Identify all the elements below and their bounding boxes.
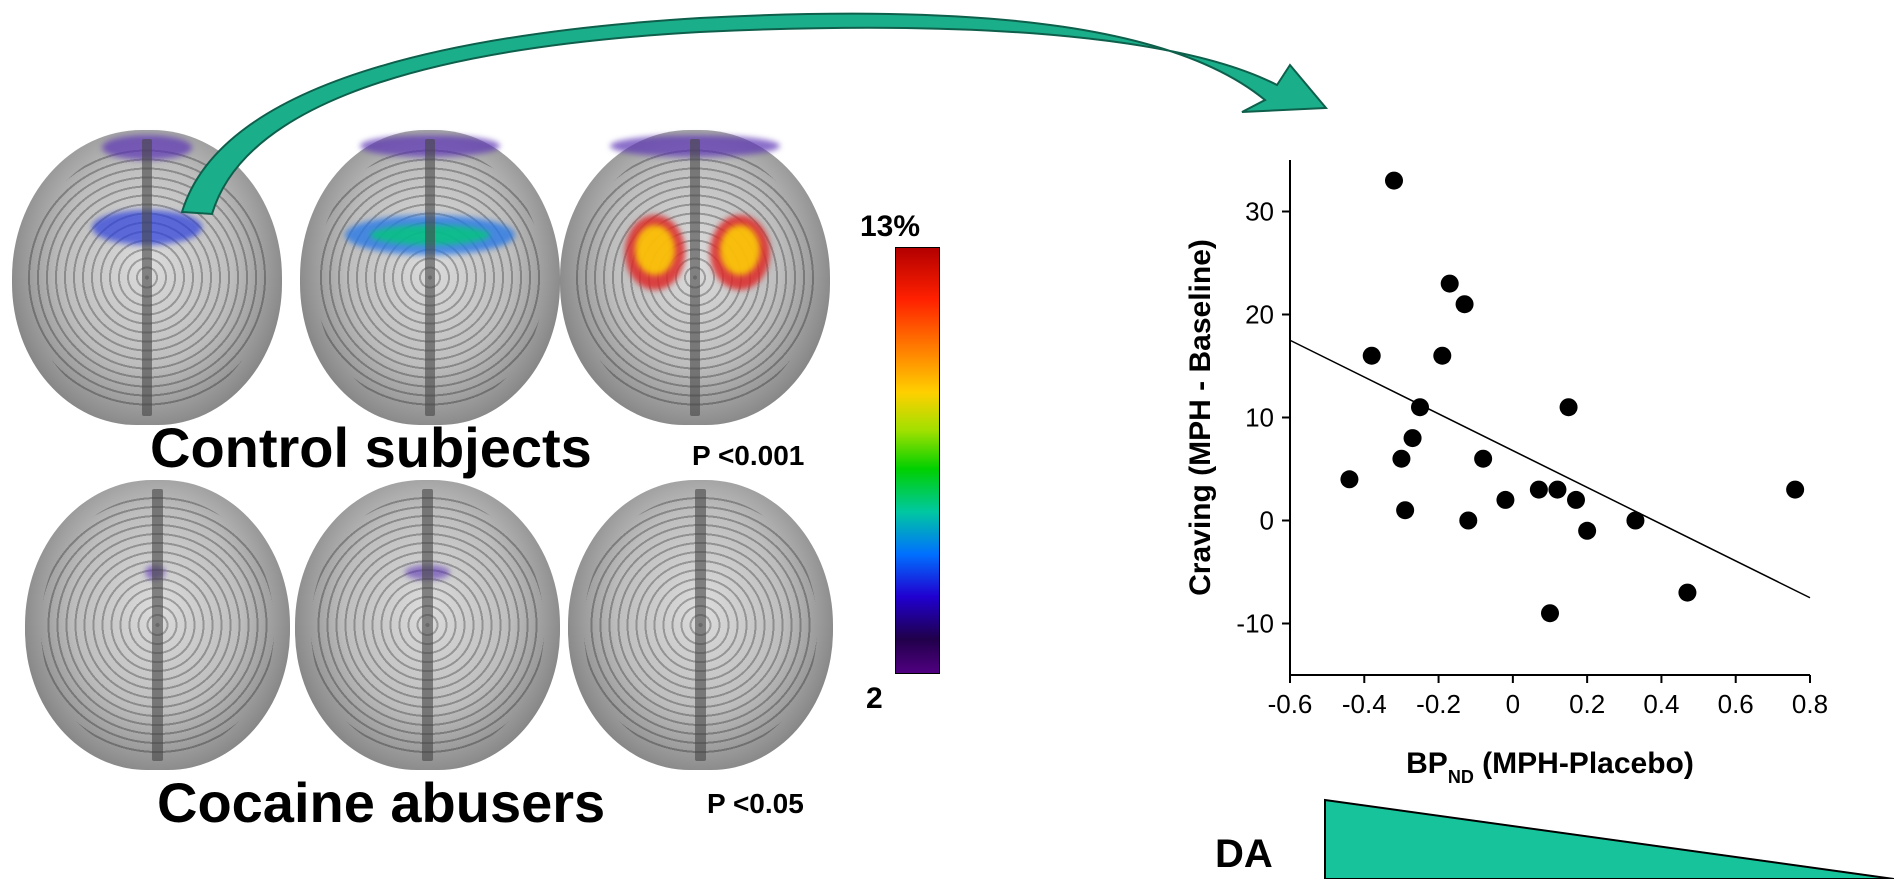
cocaine-p-value: P <0.05 [707,788,804,819]
scatter-point [1392,449,1411,468]
y-tick-label: 10 [1245,403,1274,433]
colorbar [895,247,940,674]
x-tick-label: 0.2 [1569,689,1605,719]
scatter-point [1529,480,1548,499]
cocaine-brain-slice-3 [568,480,833,770]
scatter-point [1385,171,1403,190]
scatter-plot: -0.6 -0.4 -0.2 0 0.2 0.4 0.6 0.8 -10 0 10 20 30 Crav… [1184,160,1828,787]
scatter-point [1455,295,1474,314]
cocaine-group-label: Cocaine abusers [157,771,606,834]
cocaine-brain-row [0,480,860,780]
regression-line [1289,339,1811,599]
control-brain-row [0,130,860,430]
scatter-point [1362,346,1381,365]
colorbar-max-label: 13% [860,210,921,243]
scatter-point [1496,490,1515,509]
x-axis-label-main: BP [1406,747,1448,780]
control-p-value: P <0.001 [692,440,805,471]
y-tick-label: 0 [1260,506,1274,536]
scatter-point [1786,480,1805,499]
x-axis-label: BPND (MPH-Placebo) [1406,747,1694,787]
x-tick-label: -0.6 [1268,689,1313,719]
control-brain-slice-1 [12,130,282,425]
y-tick-label: 30 [1245,197,1274,227]
scatter-point [1474,449,1493,468]
x-axis-label-rest: (MPH-Placebo) [1474,747,1694,780]
y-tick-label: -10 [1236,609,1274,639]
y-tick-label: 20 [1245,300,1274,330]
da-label: DA [1215,832,1273,876]
scatter-point [1548,480,1567,499]
x-tick-label: 0.8 [1792,689,1828,719]
cocaine-brain-slice-2 [295,480,560,770]
scatter-point [1340,470,1359,489]
scatter-point [1440,274,1459,293]
y-axis-label: Craving (MPH - Baseline) [1184,239,1217,596]
x-tick-label: -0.4 [1342,689,1387,719]
scatter-point [1578,521,1597,540]
colorbar-min-label: 2 [866,682,883,715]
da-wedge-triangle [1324,798,1894,879]
scatter-axes: -0.6 -0.4 -0.2 0 0.2 0.4 0.6 0.8 -10 0 10 20 30 [1236,160,1828,719]
scatter-point [1567,490,1585,509]
scatter-point [1559,398,1578,417]
scatter-points [1340,171,1805,623]
scatter-point [1403,429,1422,448]
scatter-point [1626,511,1645,530]
x-tick-label: -0.2 [1416,689,1461,719]
da-wedge [1324,798,1894,879]
scatter-point [1459,511,1478,530]
cocaine-brain-slice-1 [25,480,290,770]
scatter-point [1433,346,1452,365]
arrow-body [180,12,1329,216]
x-tick-label: 0 [1506,689,1520,719]
control-group-label: Control subjects [150,416,592,479]
scatter-point [1678,583,1697,602]
x-tick-label: 0.6 [1718,689,1754,719]
x-tick-label: 0.4 [1643,689,1679,719]
scatter-point [1541,604,1559,623]
x-axis-label-subscript: ND [1448,767,1474,787]
scatter-point [1396,501,1415,520]
control-brain-slice-2 [300,130,560,425]
control-brain-slice-3 [560,130,830,425]
